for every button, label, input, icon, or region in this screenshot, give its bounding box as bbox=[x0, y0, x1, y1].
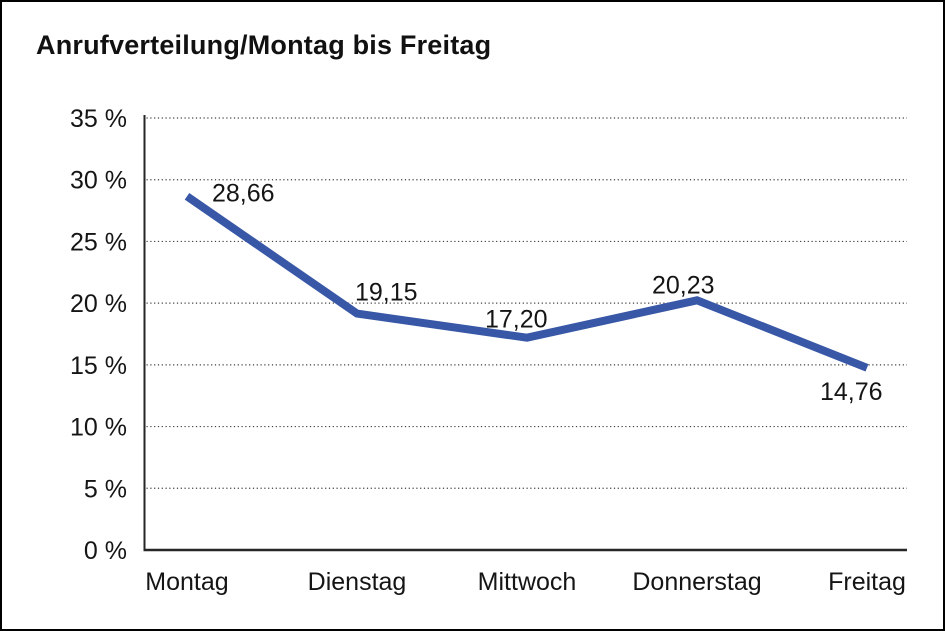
y-tick-label: 0 % bbox=[84, 537, 127, 565]
y-tick-label: 5 % bbox=[84, 475, 127, 503]
x-category-label: Freitag bbox=[828, 568, 906, 596]
data-point-label: 28,66 bbox=[212, 179, 275, 207]
y-tick-label: 30 % bbox=[70, 167, 127, 195]
data-point-label: 14,76 bbox=[820, 378, 883, 406]
data-point-label: 20,23 bbox=[652, 271, 715, 299]
x-category-label: Dienstag bbox=[308, 568, 407, 596]
x-category-label: Donnerstag bbox=[632, 568, 761, 596]
data-point-label: 17,20 bbox=[485, 306, 548, 334]
y-tick-label: 20 % bbox=[70, 290, 127, 318]
x-category-label: Montag bbox=[145, 568, 228, 596]
data-line bbox=[184, 193, 869, 372]
y-tick-label: 15 % bbox=[70, 352, 127, 380]
chart-title: Anrufverteilung/Montag bis Freitag bbox=[36, 30, 492, 60]
x-category-label: Mittwoch bbox=[478, 568, 577, 596]
y-tick-label: 35 % bbox=[70, 105, 127, 133]
y-tick-label: 10 % bbox=[70, 414, 127, 442]
data-point-label: 19,15 bbox=[355, 279, 418, 307]
y-tick-label: 25 % bbox=[70, 228, 127, 256]
